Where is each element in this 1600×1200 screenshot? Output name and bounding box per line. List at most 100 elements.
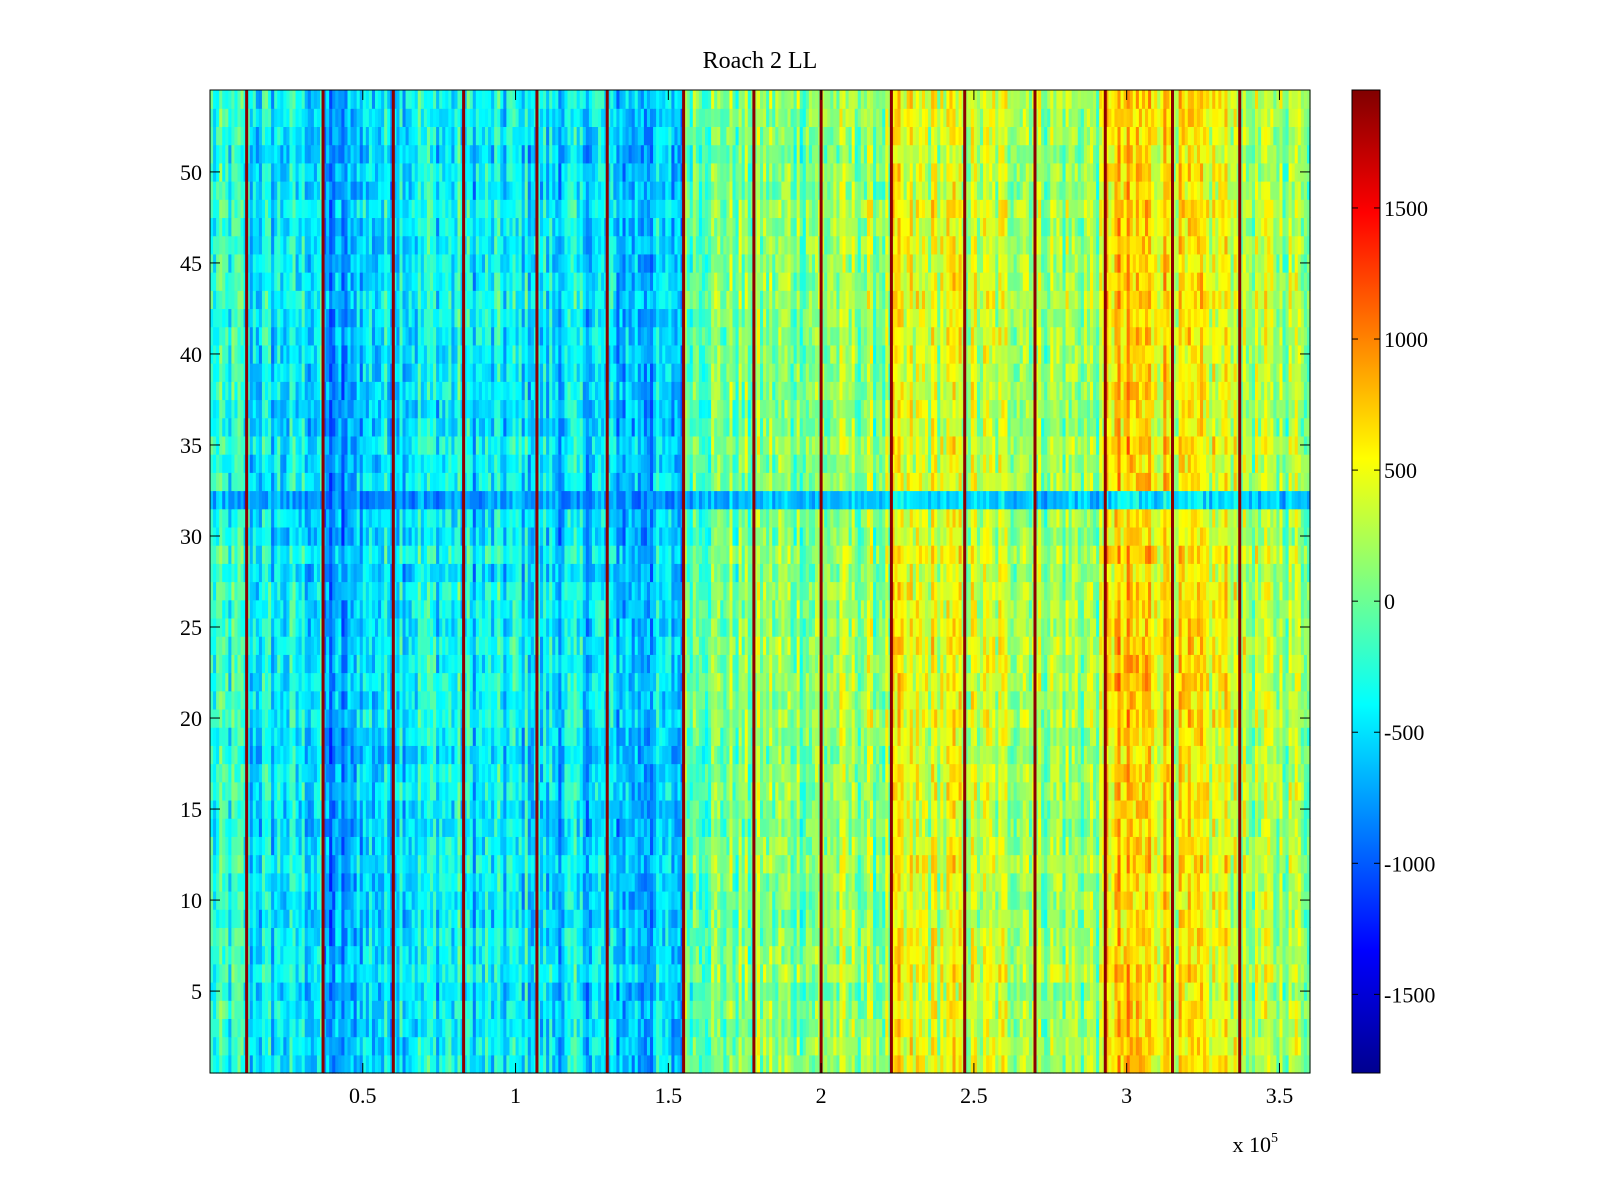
- heatmap-cell: [423, 1018, 428, 1038]
- heatmap-cell: [332, 1018, 336, 1038]
- heatmap-cell: [1117, 1054, 1122, 1074]
- heatmap-cell: [234, 963, 239, 983]
- heatmap-cell: [931, 1054, 935, 1074]
- heatmap-cell: [1184, 1054, 1189, 1074]
- heatmap-cell: [1111, 1054, 1116, 1074]
- heatmap-cell: [219, 1000, 223, 1019]
- heatmap-cell: [491, 963, 495, 983]
- heatmap-cell: [870, 1036, 874, 1056]
- heatmap-cell: [399, 1018, 404, 1038]
- heatmap-cell: [625, 1000, 630, 1019]
- heatmap-cell: [463, 945, 468, 965]
- heatmap-cell: [885, 981, 889, 1001]
- heatmap-cell: [622, 1036, 627, 1056]
- heatmap-cell: [246, 1000, 251, 1019]
- heatmap-cell: [689, 963, 694, 983]
- heatmap-cell: [558, 1018, 562, 1038]
- heatmap-cell: [231, 963, 236, 983]
- heatmap-cell: [524, 1036, 529, 1056]
- heatmap-cell: [866, 1054, 871, 1074]
- heatmap-cell: [1151, 981, 1155, 1001]
- heatmap-cell: [677, 963, 682, 983]
- heatmap-cell: [249, 981, 254, 1001]
- heatmap-cell: [1285, 1054, 1290, 1074]
- heatmap-cell: [946, 963, 951, 983]
- heatmap-cell: [362, 981, 367, 1001]
- heatmap-cell: [821, 1036, 825, 1056]
- heatmap-cell: [341, 1000, 346, 1019]
- heatmap-cell: [585, 945, 590, 965]
- heatmap-cell: [949, 1018, 954, 1038]
- heatmap-cell: [210, 1018, 214, 1038]
- heatmap-cell: [876, 945, 880, 965]
- heatmap-cell: [879, 1054, 883, 1074]
- heatmap-cell: [341, 1018, 346, 1038]
- heatmap-cell: [778, 945, 782, 965]
- heatmap-cell: [326, 945, 330, 965]
- heatmap-cell: [433, 945, 437, 965]
- heatmap-cell: [567, 1000, 572, 1019]
- heatmap-cell: [222, 945, 226, 965]
- heatmap-cell: [274, 1036, 278, 1056]
- heatmap-cell: [222, 1054, 226, 1074]
- heatmap-cell: [747, 1054, 752, 1074]
- heatmap-cell: [1056, 1000, 1061, 1019]
- heatmap-cell: [821, 1018, 825, 1038]
- heatmap-cell: [503, 981, 507, 1001]
- heatmap-cell: [897, 945, 902, 965]
- heatmap-cell: [857, 981, 862, 1001]
- heatmap-cell: [650, 945, 654, 965]
- heatmap-cell: [695, 963, 700, 983]
- heatmap-cell: [805, 963, 810, 983]
- heatmap-cell: [909, 945, 914, 965]
- heatmap-cell: [952, 963, 957, 983]
- heatmap-cell: [1068, 963, 1073, 983]
- heatmap-cell: [931, 981, 935, 1001]
- heatmap-cell: [811, 1018, 816, 1038]
- heatmap-cell: [1276, 1036, 1281, 1056]
- heatmap-cell: [625, 981, 630, 1001]
- heatmap-cell: [423, 1000, 428, 1019]
- heatmap-cell: [925, 1000, 929, 1019]
- heatmap-cell: [261, 963, 266, 983]
- heatmap-cell: [540, 1054, 544, 1074]
- heatmap-cell: [530, 1054, 535, 1074]
- heatmap-cell: [469, 981, 474, 1001]
- heatmap-cell: [857, 1018, 862, 1038]
- heatmap-cell: [836, 1036, 841, 1056]
- heatmap-cell: [485, 1036, 489, 1056]
- heatmap-cell: [396, 981, 401, 1001]
- heatmap-cell: [775, 1018, 779, 1038]
- heatmap-cell: [876, 963, 880, 983]
- heatmap-cell: [1022, 1018, 1027, 1038]
- heatmap-cell: [805, 1018, 810, 1038]
- heatmap-cell: [1099, 963, 1103, 983]
- heatmap-cell: [671, 963, 676, 983]
- heatmap-cell: [381, 1036, 385, 1056]
- heatmap-cell: [228, 1000, 232, 1019]
- heatmap-cell: [866, 981, 871, 1001]
- heatmap-cell: [500, 1054, 504, 1074]
- heatmap-cell: [368, 1036, 373, 1056]
- heatmap-cell: [491, 945, 495, 965]
- heatmap-cell: [668, 945, 672, 965]
- heatmap-cell: [445, 963, 449, 983]
- heatmap-cell: [747, 1018, 752, 1038]
- heatmap-cell: [634, 1000, 639, 1019]
- heatmap-cell: [1120, 981, 1125, 1001]
- heatmap-cell: [1303, 1036, 1308, 1056]
- heatmap-cell: [271, 945, 275, 965]
- heatmap-cell: [252, 1000, 257, 1019]
- heatmap-cell: [402, 1000, 407, 1019]
- heatmap-cell: [698, 945, 703, 965]
- heatmap-cell: [307, 945, 312, 965]
- heatmap-cell: [998, 1000, 1002, 1019]
- heatmap-cell: [607, 945, 611, 965]
- heatmap-cell: [928, 945, 932, 965]
- heatmap-cell: [946, 1000, 951, 1019]
- heatmap-cell: [1074, 1018, 1079, 1038]
- heatmap-cell: [310, 963, 315, 983]
- heatmap-cell: [891, 963, 896, 983]
- heatmap-cell: [332, 945, 336, 965]
- heatmap-cell: [824, 1018, 828, 1038]
